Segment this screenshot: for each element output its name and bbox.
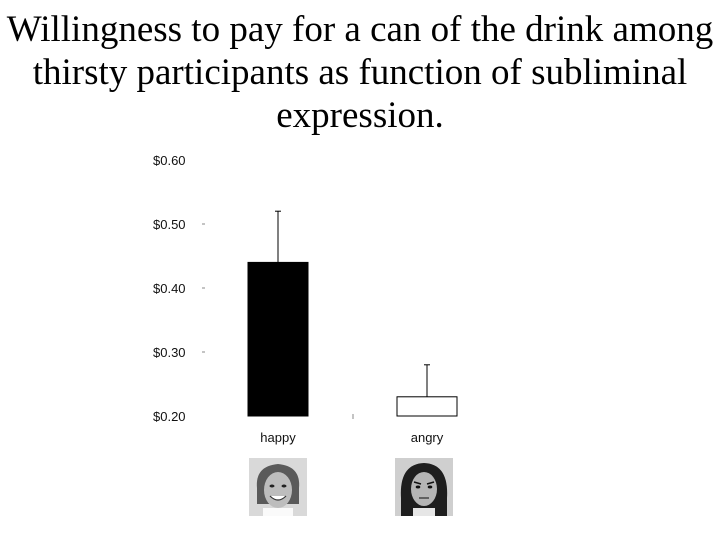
x-axis-labels: happy angry (260, 430, 443, 445)
y-tick-label: $0.30 (153, 345, 186, 360)
y-tick-label: $0.60 (153, 153, 186, 168)
angry-face-icon (395, 458, 453, 516)
x-tick-label: angry (411, 430, 444, 445)
y-tick-label: $0.40 (153, 281, 186, 296)
happy-face-image (249, 458, 307, 516)
angry-face-image (395, 458, 453, 516)
y-tick-label: $0.50 (153, 217, 186, 232)
error-bars (275, 210, 430, 397)
bar-happy (247, 261, 309, 417)
x-tick-label: happy (260, 430, 296, 445)
bar-angry (396, 396, 458, 417)
bars (247, 261, 458, 417)
happy-face-icon (249, 458, 307, 516)
y-axis-ticks: $0.60 $0.50 $0.40 $0.30 $0.20 (153, 153, 205, 424)
chart-title: Willingness to pay for a can of the drin… (6, 9, 714, 136)
y-tick-label: $0.20 (153, 409, 186, 424)
